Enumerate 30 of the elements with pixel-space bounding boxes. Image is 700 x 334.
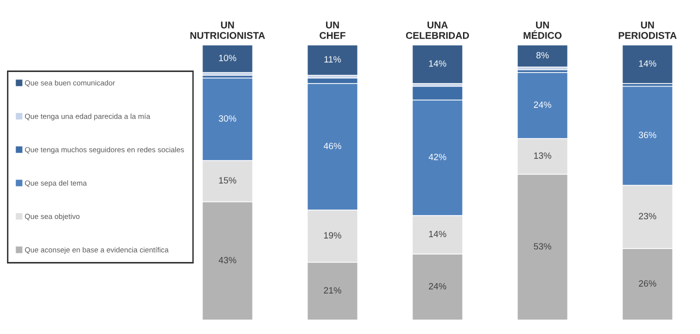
- data-label: 11%: [324, 56, 341, 63]
- data-label: 13%: [534, 152, 552, 159]
- x-tick-label: UN NUTRICIONISTA: [190, 22, 265, 39]
- data-label: 24%: [534, 102, 552, 108]
- data-label: 21%: [324, 287, 342, 294]
- data-label: 46%: [324, 142, 342, 150]
- bar: [622, 45, 674, 84]
- data-label: 14%: [429, 60, 446, 67]
- x-tick-label: UN PERIODISTA: [618, 22, 677, 39]
- bar: [516, 45, 568, 68]
- data-label: 42%: [428, 154, 446, 160]
- x-tick-label: UN MÉDICO: [524, 22, 562, 39]
- data-label: 43%: [218, 256, 236, 264]
- data-label: 19%: [324, 232, 342, 239]
- data-label: 15%: [219, 177, 236, 184]
- bar: [412, 45, 464, 84]
- data-label: 53%: [534, 243, 552, 250]
- data-label: 8%: [536, 52, 549, 58]
- data-label: 14%: [639, 60, 656, 67]
- x-tick-label: UN CHEF: [320, 22, 346, 39]
- x-tick-label: UNA CELEBRIDAD: [406, 22, 469, 39]
- data-label: 26%: [638, 280, 656, 287]
- bar: [306, 45, 358, 76]
- data-label: 10%: [219, 54, 236, 62]
- data-label: 14%: [429, 230, 446, 238]
- data-label: 30%: [218, 115, 236, 122]
- data-label: 36%: [638, 132, 656, 138]
- bar: [202, 45, 254, 73]
- data-label: 24%: [428, 283, 446, 290]
- data-label: 23%: [638, 212, 656, 220]
